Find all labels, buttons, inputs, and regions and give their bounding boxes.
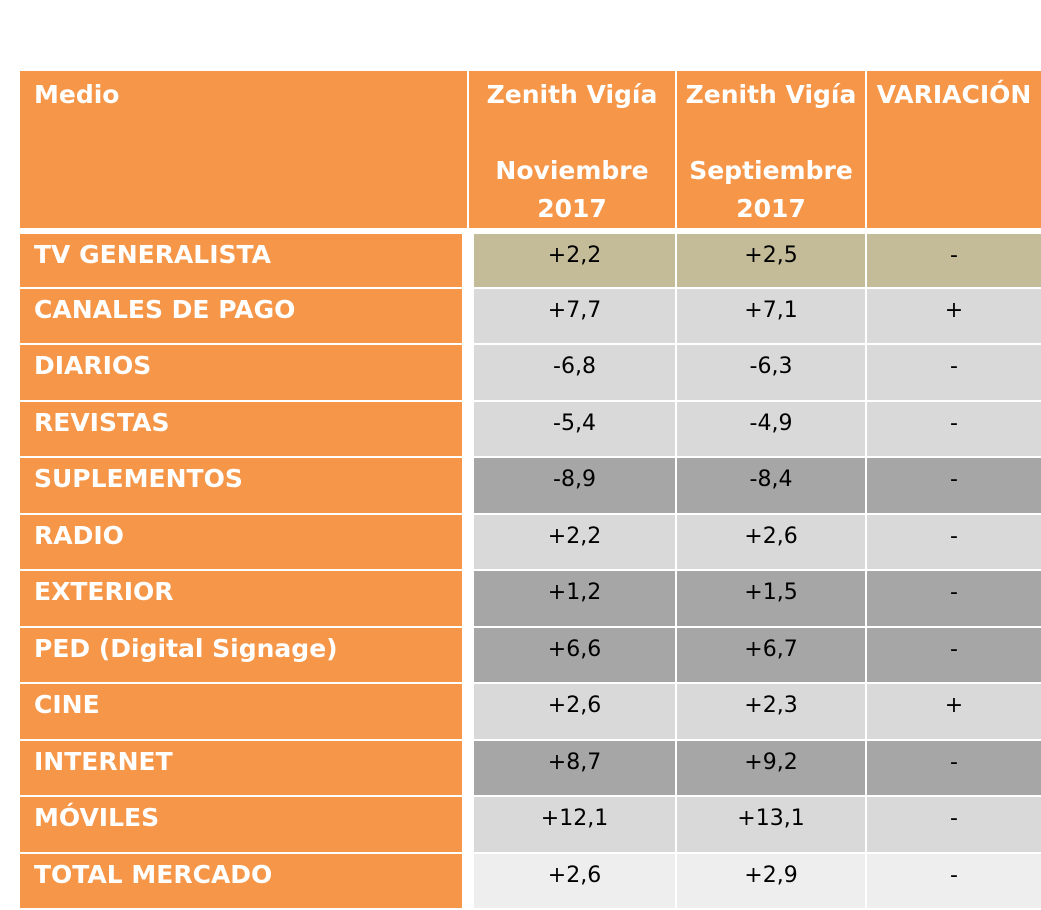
cell-noviembre: +7,7 [468, 287, 677, 345]
header-septiembre-source: Zenith Vigía [685, 80, 857, 109]
cell-septiembre: -6,3 [676, 344, 867, 402]
header-septiembre: Zenith Vigía Septiembre 2017 [676, 71, 867, 231]
header-medio: Medio [20, 71, 469, 231]
header-variacion-label: VARIACIÓN [876, 80, 1032, 109]
cell-variacion: - [866, 739, 1041, 797]
cell-noviembre: +2,2 [468, 513, 677, 571]
header-variacion: VARIACIÓN [866, 71, 1041, 231]
forecast-table-container: Medio Zenith Vigía Noviembre 2017 Zenith… [20, 71, 1041, 910]
cell-medio: RADIO [20, 513, 474, 571]
cell-noviembre: -5,4 [468, 400, 677, 458]
cell-variacion: - [866, 796, 1041, 854]
header-medio-label: Medio [34, 80, 120, 109]
table-row: DIARIOS -6,8 -6,3- [20, 344, 1041, 402]
cell-variacion: - [866, 231, 1041, 289]
header-noviembre-year: 2017 [537, 194, 607, 223]
cell-noviembre: +6,6 [468, 626, 677, 684]
cell-medio: DIARIOS [20, 344, 474, 402]
cell-septiembre: +2,9 [676, 852, 867, 910]
cell-medio: SUPLEMENTOS [20, 457, 474, 515]
cell-variacion: + [866, 287, 1041, 345]
cell-septiembre: +1,5 [676, 570, 867, 628]
cell-septiembre: +7,1 [676, 287, 867, 345]
forecast-table: Medio Zenith Vigía Noviembre 2017 Zenith… [20, 71, 1041, 910]
cell-noviembre: +2,6 [468, 852, 677, 910]
cell-medio: MÓVILES [20, 796, 474, 854]
cell-noviembre: +12,1 [468, 796, 677, 854]
cell-variacion: + [866, 683, 1041, 741]
cell-variacion: - [866, 852, 1041, 910]
table-header-row: Medio Zenith Vigía Noviembre 2017 Zenith… [20, 71, 1041, 231]
cell-septiembre: +13,1 [676, 796, 867, 854]
cell-variacion: - [866, 344, 1041, 402]
cell-noviembre: +1,2 [468, 570, 677, 628]
header-noviembre-source: Zenith Vigía [486, 80, 658, 109]
cell-noviembre: +2,2 [468, 231, 677, 289]
cell-variacion: - [866, 513, 1041, 571]
cell-variacion: - [866, 400, 1041, 458]
cell-medio: REVISTAS [20, 400, 474, 458]
table-row: REVISTAS -5,4 -4,9- [20, 400, 1041, 458]
cell-septiembre: +2,3 [676, 683, 867, 741]
cell-medio: EXTERIOR [20, 570, 474, 628]
table-row: CINE +2,6 +2,3 + [20, 683, 1041, 741]
cell-septiembre: +6,7 [676, 626, 867, 684]
table-row: TV GENERALISTA +2,2 +2,5- [20, 231, 1041, 289]
cell-medio: INTERNET [20, 739, 474, 797]
cell-septiembre: -8,4 [676, 457, 867, 515]
header-septiembre-month: Septiembre [689, 156, 853, 185]
cell-variacion: - [866, 626, 1041, 684]
cell-noviembre: +8,7 [468, 739, 677, 797]
cell-medio: CINE [20, 683, 474, 741]
table-row: PED (Digital Signage) +6,6 +6,7- [20, 626, 1041, 684]
table-body: TV GENERALISTA +2,2 +2,5- CANALES DE PAGO +7… [20, 231, 1041, 910]
header-septiembre-year: 2017 [736, 194, 806, 223]
cell-septiembre: +9,2 [676, 739, 867, 797]
table-row: MÓVILES +12,1 +13,1- [20, 796, 1041, 854]
table-row: EXTERIOR +1,2 +1,5- [20, 570, 1041, 628]
cell-septiembre: -4,9 [676, 400, 867, 458]
cell-noviembre: -8,9 [468, 457, 677, 515]
table-row: INTERNET +8,7 +9,2- [20, 739, 1041, 797]
cell-medio: TV GENERALISTA [20, 231, 474, 289]
cell-variacion: - [866, 570, 1041, 628]
cell-medio: TOTAL MERCADO [20, 852, 474, 910]
table-row: TOTAL MERCADO +2,6 +2,9- [20, 852, 1041, 910]
cell-noviembre: -6,8 [468, 344, 677, 402]
cell-noviembre: +2,6 [468, 683, 677, 741]
table-row: CANALES DE PAGO +7,7 +7,1 + [20, 287, 1041, 345]
cell-septiembre: +2,6 [676, 513, 867, 571]
header-noviembre-month: Noviembre [495, 156, 649, 185]
cell-variacion: - [866, 457, 1041, 515]
table-row: RADIO +2,2 +2,6- [20, 513, 1041, 571]
cell-septiembre: +2,5 [676, 231, 867, 289]
cell-medio: CANALES DE PAGO [20, 287, 474, 345]
cell-medio: PED (Digital Signage) [20, 626, 474, 684]
header-noviembre: Zenith Vigía Noviembre 2017 [468, 71, 677, 231]
table-row: SUPLEMENTOS -8,9 -8,4- [20, 457, 1041, 515]
